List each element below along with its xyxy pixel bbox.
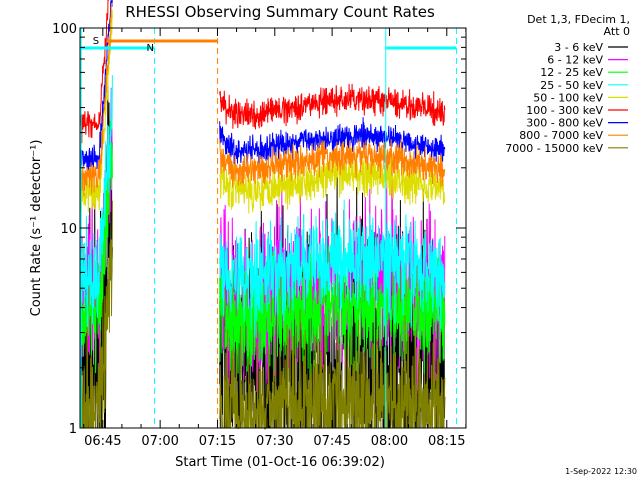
y-tick-label: 1 xyxy=(69,422,77,437)
legend-entry-label: 3 - 6 keV xyxy=(554,41,603,54)
legend-entry-label: 50 - 100 keV xyxy=(533,91,603,104)
x-tick-label: 07:15 xyxy=(199,434,236,449)
x-tick-label: 07:00 xyxy=(141,434,178,449)
y-axis-ticks: 1 10 100 xyxy=(52,22,466,437)
y-tick-label: 10 xyxy=(60,222,77,237)
legend-header-line: Att 0 xyxy=(604,25,630,38)
y-tick-label: 100 xyxy=(52,22,77,37)
plot-area: SN 06:45 07:00 07:15 07:30 07:45 08:00 08:15 1… xyxy=(52,0,467,449)
x-tick-label: 07:30 xyxy=(256,434,293,449)
series-line-5 xyxy=(79,0,446,144)
chart-title: RHESSI Observing Summary Count Rates xyxy=(125,3,435,21)
legend-entry-label: 7000 - 15000 keV xyxy=(505,142,603,155)
legend-entry-label: 12 - 25 keV xyxy=(540,66,603,79)
footer-timestamp: 1-Sep-2022 12:30 xyxy=(565,467,637,476)
flag-label-1: N xyxy=(147,43,154,54)
x-tick-label: 08:00 xyxy=(371,434,408,449)
x-axis-label: Start Time (01-Oct-16 06:39:02) xyxy=(175,455,385,470)
flag-layer: SN xyxy=(81,36,457,54)
legend-entry-label: 6 - 12 keV xyxy=(547,54,603,67)
series-line-7 xyxy=(79,2,446,197)
legend-header-line: Det 1,3, FDecim 1, xyxy=(527,13,630,26)
series-line-6 xyxy=(79,0,446,175)
x-axis-ticks: 06:45 07:00 07:15 07:30 07:45 08:00 08:15 xyxy=(83,28,467,449)
legend-entry-label: 25 - 50 keV xyxy=(540,79,603,92)
series-line-3 xyxy=(79,75,446,338)
legend-entry-label: 800 - 7000 keV xyxy=(519,129,603,142)
legend-entry-label: 300 - 800 keV xyxy=(526,117,603,130)
series-line-8 xyxy=(79,200,446,429)
flag-label-0: S xyxy=(93,36,99,47)
legend-entry-label: 100 - 300 keV xyxy=(526,104,603,117)
x-tick-label: 07:45 xyxy=(313,434,350,449)
y-axis-label: Count Rate (s⁻¹ detector⁻¹) xyxy=(29,140,44,317)
x-tick-label: 08:15 xyxy=(428,434,465,449)
x-tick-label: 06:45 xyxy=(84,434,121,449)
series-layer xyxy=(79,0,446,430)
